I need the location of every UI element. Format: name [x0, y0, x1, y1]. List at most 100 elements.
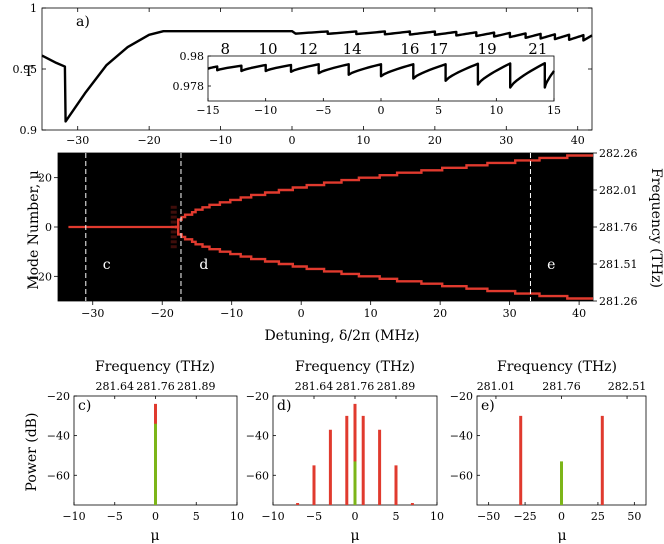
panel-a-xtick-label: −20: [138, 134, 161, 147]
inset-xtick-label: 5: [435, 104, 442, 117]
inset-xtick-label: −10: [254, 104, 277, 117]
panel-b-right-tick-label: 281.51: [599, 258, 638, 271]
inset-annotation: 19: [478, 40, 497, 58]
inset-ytick-label: 0.978: [173, 80, 205, 93]
inset-xtick-label: 15: [547, 104, 561, 117]
spectrum-d-top-tick-label: 281.89: [377, 380, 416, 393]
spectra-panels: Frequency (THz) Frequency (THz) Frequenc…: [24, 359, 617, 544]
panel-b-right-tick-label: 282.01: [599, 184, 638, 197]
spectrum-c-top-tick-label: 281.89: [177, 380, 216, 393]
panel-b-envelope-lower: [174, 225, 593, 300]
spectrum-c-ytick-label: −20: [47, 390, 70, 403]
inset-transmission-line: [207, 62, 555, 89]
spectrum-d-xtick-label: 5: [393, 510, 400, 523]
spectrum-d-label: d): [277, 398, 291, 414]
panel-b-envelope-upper: [174, 154, 593, 229]
panel-b-map-cell: [170, 205, 177, 209]
spectrum-e-xlabel: μ: [557, 528, 566, 544]
inset-ytick-label: 0.98: [180, 50, 205, 63]
panel-b-marker-label: e: [547, 257, 555, 273]
spectrum-e-ytick-label: −20: [450, 390, 473, 403]
spectrum-d-top-label: Frequency (THz): [295, 359, 415, 375]
panel-a-label: a): [76, 14, 90, 30]
inset-xtick-label: −5: [315, 104, 331, 117]
spectrum-c-ytick-label: −40: [47, 430, 70, 443]
inset-xtick-label: 10: [489, 104, 503, 117]
inset-xtick-label: 0: [378, 104, 385, 117]
inset-annotation: 10: [258, 40, 277, 58]
inset-annotation: 14: [343, 40, 362, 58]
panel-b-map-cell: [170, 240, 177, 244]
panel-b-map-cell: [170, 245, 177, 249]
panel-a: T a): [24, 14, 90, 80]
spectrum-c-xtick-label: −10: [62, 510, 85, 523]
panel-a-ytick-label: 0.9: [20, 124, 38, 137]
inset-xtick-label: −15: [196, 104, 219, 117]
inset-annotation: 8: [221, 40, 231, 58]
panel-b-marker-label: d: [199, 257, 208, 273]
spectrum-e-top-label: Frequency (THz): [497, 359, 617, 375]
spectrum-c-xtick-label: 5: [193, 510, 200, 523]
inset-annotation: 12: [299, 40, 318, 58]
spectrum-c-top-tick-label: 281.64: [96, 380, 135, 393]
panel-a-ytick-label: 1: [30, 2, 37, 15]
panel-a-transmission-line: [41, 29, 593, 123]
panel-b-xtick-label: −30: [81, 307, 104, 320]
spectrum-d-ytick-label: −60: [246, 469, 269, 482]
spectrum-e-xtick-label: −50: [477, 510, 500, 523]
panel-b-right-label: Frequency (THz): [648, 168, 664, 288]
panel-a-xtick-label: 20: [428, 134, 442, 147]
panel-a-ylabel: T: [24, 64, 34, 80]
panel-a-xtick-label: 10: [356, 134, 370, 147]
panel-b-xtick-label: −10: [220, 307, 243, 320]
spectrum-d-xtick-label: −10: [261, 510, 284, 523]
panel-b-xtick-label: −20: [151, 307, 174, 320]
panel-b-ytick-label: 0: [45, 221, 52, 234]
spectrum-d-ytick-label: −20: [246, 390, 269, 403]
spectrum-c-xtick-label: 10: [230, 510, 244, 523]
panel-a-xtick-label: 40: [571, 134, 585, 147]
spectrum-e-xtick-label: −25: [513, 510, 536, 523]
spectrum-e-top-tick-label: 281.01: [477, 380, 516, 393]
panel-b-xlabel: Detuning, δ/2π (MHz): [264, 328, 419, 344]
spectrum-d-xtick-label: 0: [352, 510, 359, 523]
spectrum-e-xtick-label: 25: [591, 510, 605, 523]
spectrum-c-xlabel: μ: [150, 528, 159, 544]
panel-b-map-cell: [170, 235, 177, 239]
panel-a-xtick-label: −10: [209, 134, 232, 147]
spectrum-c-label: c): [78, 398, 91, 414]
panel-b-xtick-label: 20: [433, 307, 447, 320]
panel-b: b) Mode Number, μ Frequency (THz) Detuni…: [26, 162, 664, 344]
panel-a-xtick-label: −30: [66, 134, 89, 147]
spectrum-e-top-tick-label: 282.51: [608, 380, 647, 393]
panel-a-xtick-label: 0: [289, 134, 296, 147]
spectrum-d-ytick-label: −40: [246, 430, 269, 443]
panel-b-xtick-label: 10: [364, 307, 378, 320]
panel-b-marker-label: c: [103, 257, 111, 273]
spectrum-d-xtick-label: 10: [430, 510, 444, 523]
panel-b-map-cell: [170, 210, 177, 214]
panel-b-map-cell: [170, 220, 177, 224]
panel-b-right-tick-label: 281.26: [599, 295, 638, 308]
spectrum-c-xtick-label: −5: [107, 510, 123, 523]
panel-b-ytick-label: −20: [29, 270, 52, 283]
panel-a-ytick-label: 0.95: [13, 63, 38, 76]
spectrum-e-ytick-label: −40: [450, 430, 473, 443]
spectrum-d-top-tick-label: 281.64: [295, 380, 334, 393]
spectrum-ylabel: Power (dB): [24, 413, 40, 492]
spectrum-c-top-label: Frequency (THz): [95, 359, 215, 375]
spectrum-c-xtick-label: 0: [152, 510, 159, 523]
panel-b-right-tick-label: 282.26: [599, 147, 638, 160]
panel-b-map-cell: [170, 230, 177, 234]
spectrum-d-top-tick-label: 281.76: [336, 380, 375, 393]
spectrum-e-label: e): [481, 398, 495, 414]
panel-a-xtick-label: 30: [499, 134, 513, 147]
panel-b-ylabel: Mode Number, μ: [26, 170, 42, 289]
spectrum-e-ytick-label: −60: [450, 469, 473, 482]
spectrum-e-top-tick-label: 281.76: [542, 380, 581, 393]
spectrum-e-xtick-label: 0: [558, 510, 565, 523]
inset-annotation: 17: [429, 40, 448, 58]
inset-frame: [207, 55, 555, 102]
panel-b-xtick-label: 0: [298, 307, 305, 320]
